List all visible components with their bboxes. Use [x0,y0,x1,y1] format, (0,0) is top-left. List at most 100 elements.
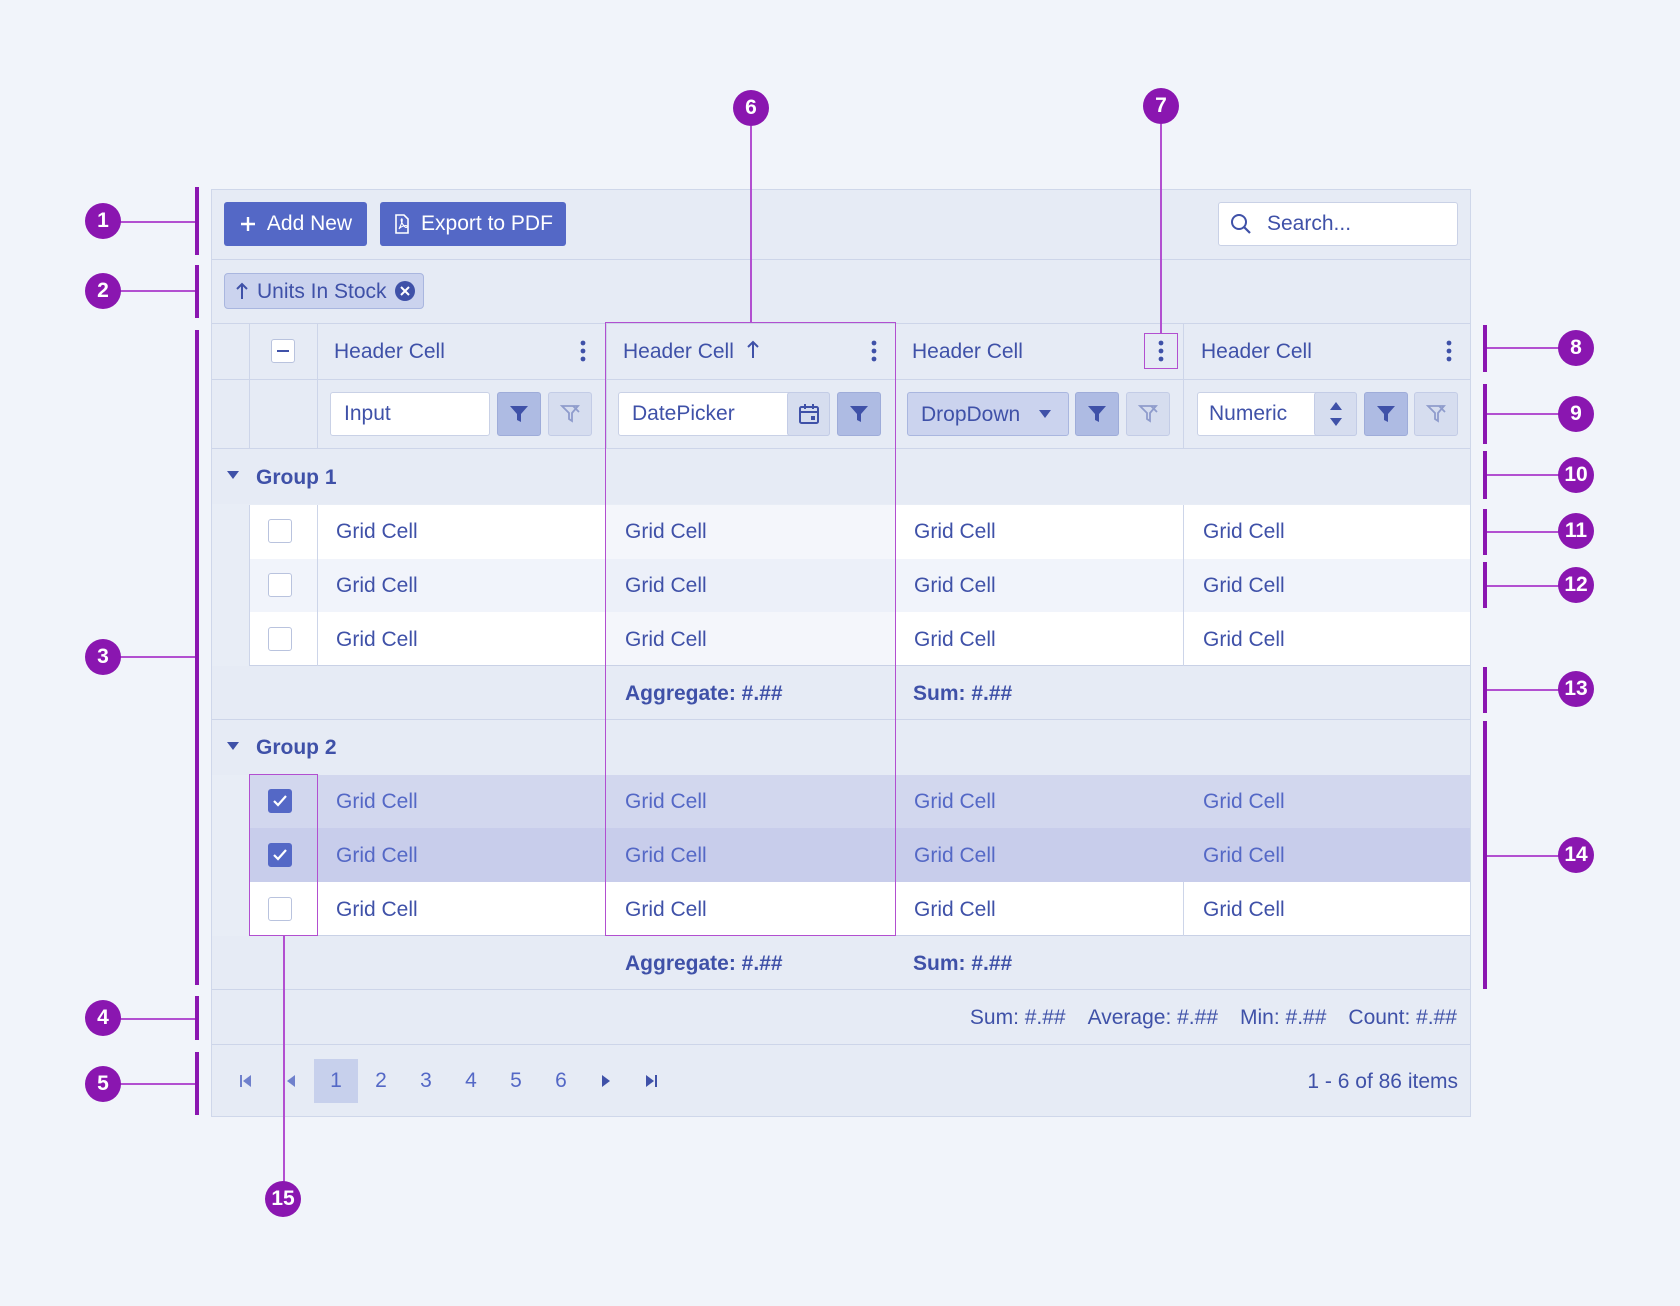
grid-cell[interactable]: Grid Cell [914,574,996,597]
callout-15: 15 [265,1181,301,1217]
filter-button[interactable] [1075,392,1119,436]
select-all-checkbox[interactable] [271,339,295,363]
callout-9: 9 [1558,396,1594,432]
clear-filter-button[interactable] [1126,392,1170,436]
calendar-button[interactable] [787,392,830,436]
pager-info: 1 - 6 of 86 items [1307,1070,1458,1093]
page-button[interactable]: 3 [420,1069,432,1092]
last-page-icon[interactable] [644,1074,658,1088]
add-new-button[interactable]: Add New [224,202,367,246]
grid-cell[interactable]: Grid Cell [625,844,707,867]
callout-7: 7 [1143,88,1179,124]
total-count: Count: #.## [1348,1005,1457,1029]
page-button[interactable]: 6 [555,1069,567,1092]
grid-cell[interactable]: Grid Cell [336,520,418,543]
filter-button[interactable] [497,392,541,436]
callout-bracket [1483,384,1487,444]
grid-cell[interactable]: Grid Cell [336,790,418,813]
pdf-icon [395,214,409,234]
grid-cell[interactable]: Grid Cell [336,628,418,651]
clear-filter-button[interactable] [1414,392,1458,436]
header-cell-1[interactable]: Header Cell [334,340,445,363]
grid-cell[interactable]: Grid Cell [1203,574,1285,597]
grid-cell[interactable]: Grid Cell [625,520,707,543]
callout-bracket [195,996,199,1040]
column-menu-icon[interactable] [869,338,879,364]
page-button[interactable]: 4 [465,1069,477,1092]
clear-filter-icon [559,405,580,423]
grid-cell[interactable]: Grid Cell [1203,844,1285,867]
page-button[interactable]: 2 [375,1069,387,1092]
group-header-row [212,720,1470,775]
callout-bracket [1483,509,1487,555]
column-menu-icon[interactable] [1444,338,1454,364]
callout-12: 12 [1558,567,1594,603]
row-checkbox[interactable] [268,519,292,543]
callout-11: 11 [1558,513,1594,549]
callout-4: 4 [85,1000,121,1036]
highlight-checkbox-column [249,774,318,936]
grid-cell[interactable]: Grid Cell [336,898,418,921]
table-row[interactable] [250,559,1470,612]
grid-cell[interactable]: Grid Cell [336,844,418,867]
numeric-spinner[interactable] [1314,392,1357,436]
search-input[interactable]: Search... [1218,202,1458,246]
group-sum: Sum: #.## [913,682,1013,705]
filter-input[interactable]: Input [330,392,490,436]
table-row[interactable] [250,882,1470,936]
grid-cell[interactable]: Grid Cell [1203,520,1285,543]
grid-cell[interactable]: Grid Cell [914,790,996,813]
highlight-column [605,322,896,936]
group-aggregate: Aggregate: #.## [625,682,783,705]
grid-cell[interactable]: Grid Cell [1203,628,1285,651]
remove-group-icon[interactable] [394,280,416,302]
group-chip[interactable]: Units In Stock [224,273,424,309]
clear-filter-icon [1425,405,1446,423]
table-row[interactable] [250,612,1470,666]
header-cell-4[interactable]: Header Cell [1201,340,1312,363]
callout-14: 14 [1558,837,1594,873]
grid-cell[interactable]: Grid Cell [914,520,996,543]
filter-dropdown[interactable]: DropDown [907,392,1069,436]
filter-button[interactable] [1364,392,1408,436]
column-menu-icon[interactable] [1156,338,1166,364]
grid-cell[interactable]: Grid Cell [625,898,707,921]
table-row[interactable] [250,775,1470,828]
header-cell-3[interactable]: Header Cell [912,340,1023,363]
clear-filter-button[interactable] [548,392,592,436]
calendar-icon [798,404,819,424]
filter-button[interactable] [837,392,881,436]
callout-bracket [1483,562,1487,608]
previous-page-icon[interactable] [286,1074,296,1088]
grid-cell[interactable]: Grid Cell [625,790,707,813]
row-checkbox-checked[interactable] [268,843,292,867]
first-page-icon[interactable] [239,1074,253,1088]
grid-cell[interactable]: Grid Cell [914,844,996,867]
page-button[interactable]: 5 [510,1069,522,1092]
grid-cell[interactable]: Grid Cell [914,628,996,651]
row-checkbox-checked[interactable] [268,789,292,813]
next-page-icon[interactable] [601,1074,611,1088]
grid-cell[interactable]: Grid Cell [1203,790,1285,813]
row-checkbox[interactable] [268,897,292,921]
grid-cell[interactable]: Grid Cell [625,628,707,651]
pager [212,1045,1470,1116]
header-cell-2[interactable]: Header Cell [623,340,734,363]
table-row[interactable] [250,828,1470,882]
column-menu-icon[interactable] [578,338,588,364]
collapse-icon[interactable] [226,741,240,751]
row-checkbox[interactable] [268,627,292,651]
collapse-icon[interactable] [226,470,240,480]
grid-cell[interactable]: Grid Cell [1203,898,1285,921]
row-checkbox[interactable] [268,573,292,597]
grid-cell[interactable]: Grid Cell [914,898,996,921]
grid-cell[interactable]: Grid Cell [625,574,707,597]
table-row[interactable] [250,505,1470,559]
group-footer-row [212,666,1470,720]
search-icon [1231,214,1251,234]
grid-footer: Sum: #.## Average: #.## Min: #.## Count:… [212,990,1470,1044]
sort-up-icon [236,282,248,299]
page-button-current[interactable]: 1 [314,1059,358,1103]
grid-cell[interactable]: Grid Cell [336,574,418,597]
export-pdf-button[interactable]: Export to PDF [380,202,566,246]
